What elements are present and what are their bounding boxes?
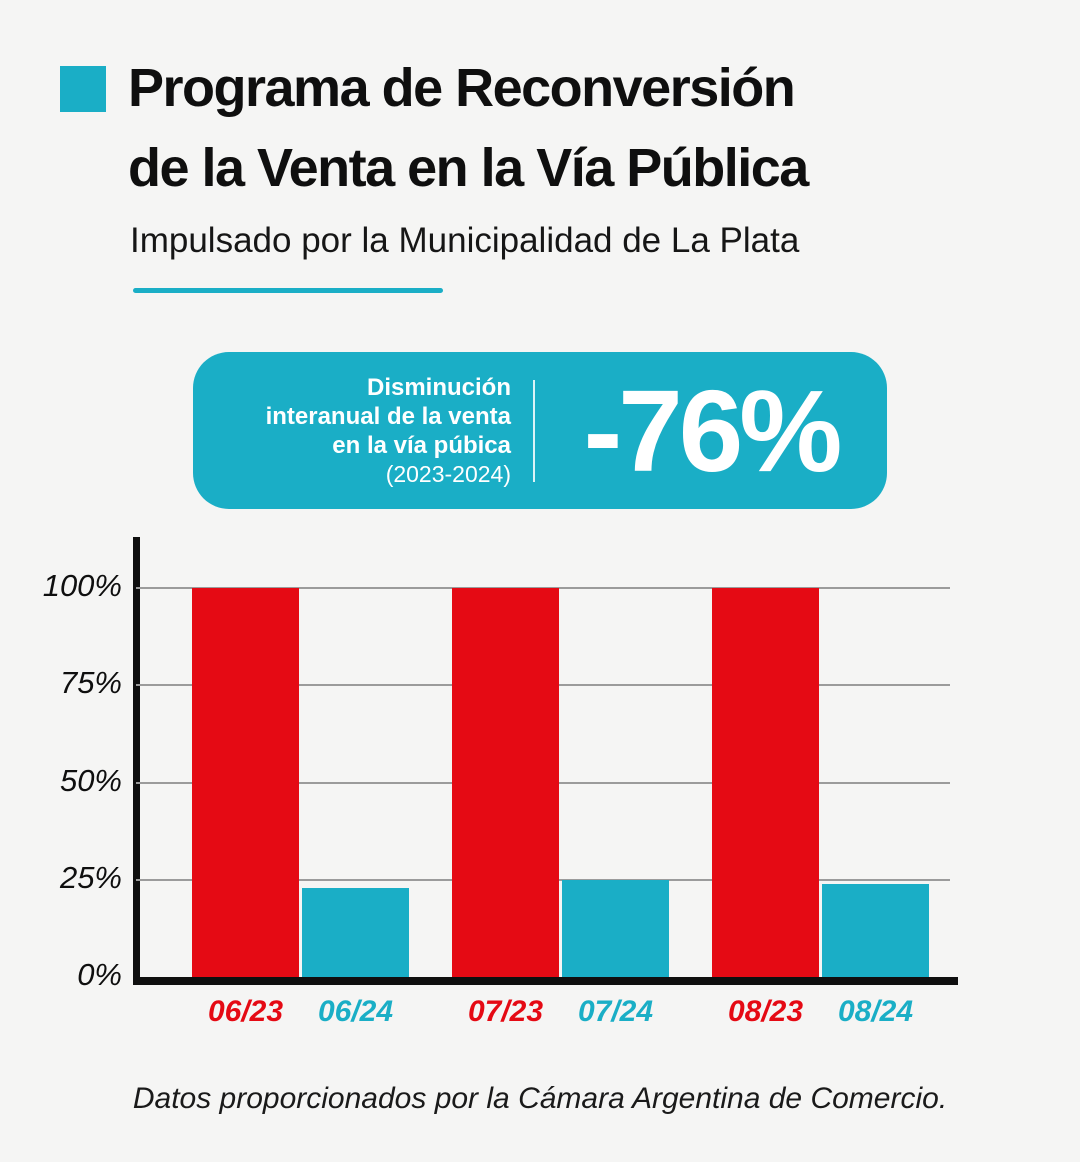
bar-06-23: [192, 588, 299, 977]
badge-label-line1: Disminución: [366, 373, 511, 401]
badge-divider: [533, 379, 535, 482]
data-source-note: Datos proporcionados por la Cámara Argen…: [132, 1082, 948, 1115]
badge-label-line2: interanual de la venta: [265, 402, 511, 430]
badge-label-block: Disminución interanual de la venta en la…: [209, 373, 511, 489]
title-underline: [133, 288, 443, 293]
highlight-badge: Disminución interanual de la venta en la…: [193, 352, 887, 509]
badge-value: -76%: [583, 365, 843, 496]
page-title: Programa de Reconversión de la Venta en …: [128, 48, 809, 208]
x-tick-label-06-23: 06/23: [207, 995, 284, 1028]
x-axis-line: [133, 977, 958, 985]
y-tick-label-100: 100%: [42, 568, 122, 603]
page-title-line1: Programa de Reconversión: [128, 58, 796, 118]
badge-label-years: (2023-2024): [385, 460, 511, 487]
badge-label-line3: en la vía púbica: [332, 431, 511, 459]
page-subtitle: Impulsado por la Municipalidad de La Pla…: [130, 221, 800, 260]
y-tick-label-25: 25%: [59, 859, 122, 895]
y-tick-label-75: 75%: [59, 665, 122, 701]
bar-06-24: [302, 887, 409, 977]
x-tick-label-07-24: 07/24: [577, 995, 654, 1028]
y-tick-label-50: 50%: [59, 762, 122, 798]
bar-07-24: [562, 879, 669, 977]
title-bullet-square: [60, 66, 106, 112]
bar-08-23: [712, 588, 819, 977]
x-tick-label-08-23: 08/23: [727, 995, 804, 1028]
page-title-line2: de la Venta en la Vía Pública: [128, 138, 809, 198]
y-axis-line: [133, 537, 140, 985]
x-tick-label-08-24: 08/24: [837, 995, 914, 1028]
x-tick-label-06-24: 06/24: [317, 995, 394, 1028]
bar-08-24: [822, 883, 929, 977]
x-tick-label-07-23: 07/23: [467, 995, 544, 1028]
y-tick-label-0: 0%: [77, 957, 122, 992]
bar-07-23: [452, 588, 559, 977]
